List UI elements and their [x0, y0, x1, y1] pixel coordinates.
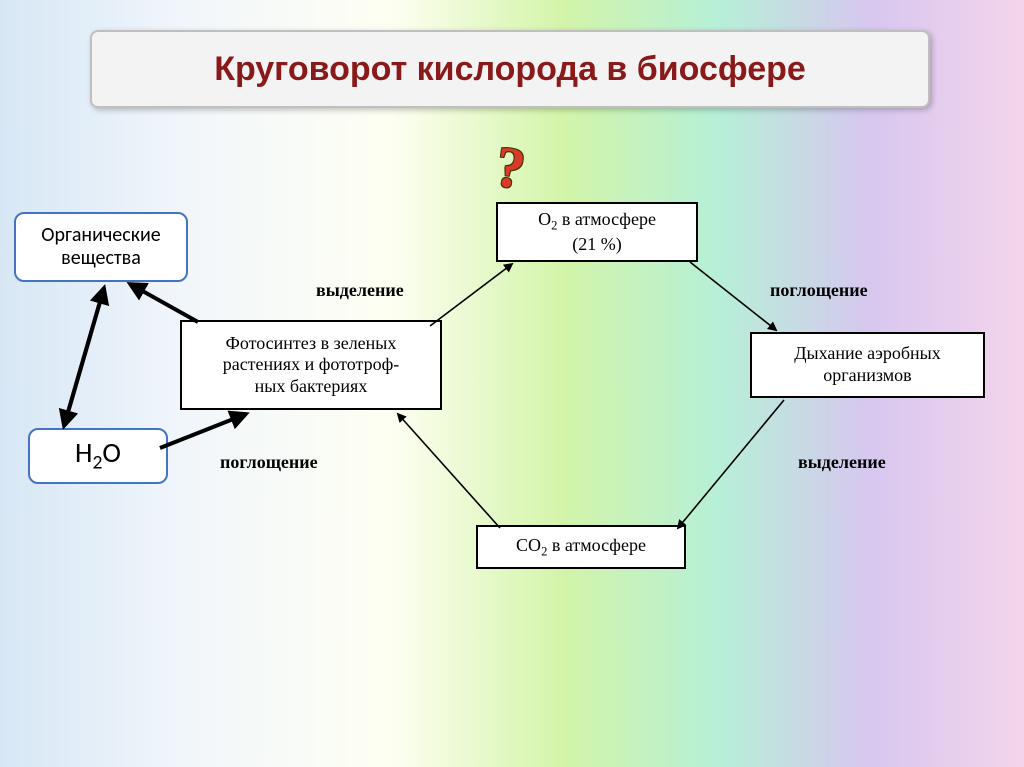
question-mark-icon: ? [491, 132, 529, 202]
node-resp-line2: организмов [823, 365, 911, 387]
slide-title-box: Круговорот кислорода в биосфере [90, 30, 930, 108]
node-photo-line3: ных бактериях [255, 376, 368, 398]
node-h2o-line1: H2O [75, 437, 121, 474]
edge-label-emit-right: выделение [798, 452, 886, 473]
node-photo-line1: Фотосинтез в зеленых [226, 333, 397, 355]
node-o2-line1: O2 в атмосфере [538, 209, 656, 234]
node-photo-line2: растениях и фототроф- [223, 354, 400, 376]
edge-label-emit-left: выделение [316, 280, 404, 301]
node-photosynthesis: Фотосинтез в зеленых растениях и фототро… [180, 320, 442, 410]
slide-background: Круговорот кислорода в биосфере ? O2 в а… [0, 0, 1024, 767]
node-co2-atmosphere: CO2 в атмосфере [476, 525, 686, 569]
edge-label-absorb-right: поглощение [770, 280, 868, 301]
node-co2-line1: CO2 в атмосфере [516, 535, 646, 560]
edge-label-absorb-left: поглощение [220, 452, 318, 473]
node-org-line1: Органические [41, 224, 161, 247]
node-o2-line2: (21 %) [572, 234, 621, 256]
node-resp-line1: Дыхание аэробных [794, 343, 940, 365]
node-respiration: Дыхание аэробных организмов [750, 332, 985, 398]
node-org-line2: вещества [61, 247, 141, 270]
slide-title-text: Круговорот кислорода в биосфере [214, 50, 806, 89]
node-organic-matter: Органические вещества [14, 212, 188, 282]
node-h2o: H2O [28, 428, 168, 484]
question-mark-char: ? [492, 133, 530, 201]
node-o2-atmosphere: O2 в атмосфере (21 %) [496, 202, 698, 262]
